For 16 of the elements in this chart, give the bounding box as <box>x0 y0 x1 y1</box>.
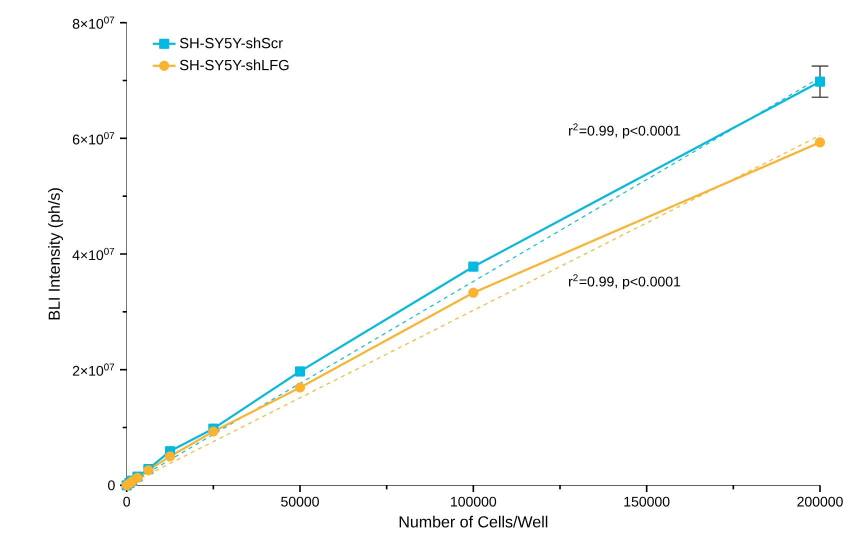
x-axis-title: Number of Cells/Well <box>400 516 548 528</box>
x-tick-label: 50000 <box>281 496 319 507</box>
annotation: r$^{2}$=0.99, p<0.0001 <box>569 123 680 138</box>
x-tick-label: 100000 <box>451 496 496 507</box>
y-axis-title: BLI Intensity (ph/s) <box>48 188 64 320</box>
y-tick-label: 0 <box>108 480 115 490</box>
x-tick-label: 200000 <box>797 496 843 507</box>
annotation: r$^{2}$=0.99, p<0.0001 <box>569 274 680 290</box>
y-tick-label: 2×10$^{07}$ <box>72 364 114 376</box>
y-tick-label: 4×10$^{07}$ <box>72 248 114 260</box>
y-tick-label: 8×10$^{07}$ <box>72 16 114 29</box>
y-tick-label: 6×10$^{07}$ <box>72 132 114 144</box>
x-tick-label: 0 <box>123 496 130 507</box>
legend-label: SH-SY5Y-shLFG <box>180 59 289 70</box>
x-tick-label: 150000 <box>624 496 670 507</box>
legend-label: SH-SY5Y-shScr <box>180 38 283 48</box>
